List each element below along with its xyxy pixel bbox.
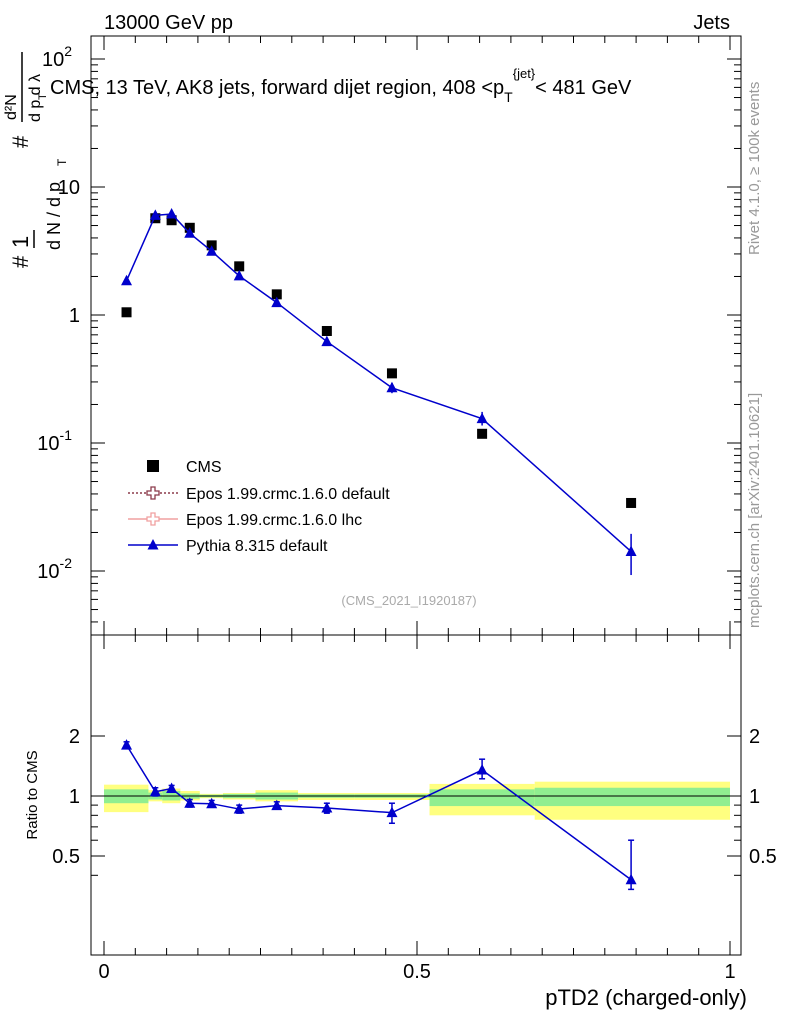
pythia-main-marker [166,208,178,219]
y-label-d2n: d²N [3,94,20,120]
pythia-main-marker [184,227,196,238]
pythia-ratio-marker [149,785,161,797]
main-y-tick-label: 1 [69,305,80,327]
legend-label: Epos 1.99.crmc.1.6.0 default [186,486,390,503]
pythia-main-marker [149,209,161,220]
cms-data-marker [234,261,245,272]
y-label-hash-1: # [8,255,33,268]
pythia-ratio-marker [476,764,488,775]
plot-title: CMS, 13 TeV, AK8 jets, forward dijet reg… [50,66,632,105]
ratio-y-tick-label-right: 0.5 [749,846,777,868]
y-label-dn: d N / d p [44,182,64,250]
y-label-hash-2: # [8,135,33,148]
pythia-main-marker [121,274,133,286]
pythia-ratio-marker [271,799,283,811]
pythia-ratio-marker [206,797,218,809]
y-label-t-sub-2: T [37,93,49,100]
cms-data-marker [626,497,637,508]
x-tick-label: 0.5 [403,961,431,983]
x-tick-label: 0 [98,961,109,983]
cms-data-marker [166,215,177,226]
header-energy-label: 13000 GeV pp [104,12,233,34]
ratio-plot-frame [90,634,742,956]
legend-epos-marker [146,512,160,526]
pythia-ratio-marker [184,797,196,808]
ratio-y-tick-label-right: 1 [749,786,760,808]
y-label-one: 1 [8,236,33,248]
pythia-ratio-marker [321,802,333,813]
ratio-y-tick-label-left: 0.5 [52,846,80,868]
cms-data-marker [386,368,397,379]
pythia-ratio-marker [121,739,133,750]
main-y-tick-label: 102 [42,43,72,71]
header-jets-label: Jets [693,12,730,34]
legend-epos-marker [146,486,160,500]
mcplots-reference-label: mcplots.cern.ch [arXiv:2401.10621] [746,393,763,628]
legend-pythia-marker [147,539,159,550]
main-y-tick-label: 10-2 [37,555,72,583]
y-label-dpt-dlambda: d p d λ [27,74,44,122]
x-tick-label: 1 [724,961,735,983]
ratio-y-tick-label-right: 2 [749,726,760,748]
pythia-main-marker [625,545,637,557]
rivet-version-label: Rivet 4.1.0, ≥ 100k events [746,82,763,255]
main-y-tick-label: 10-1 [37,427,72,455]
ratio-plot-panel: 0.5 0.5 1 1 2 2 0 0.5 1 Ratio to CMS pTD2 (charg… [24,634,777,1010]
ratio-inner-uncertainty-band [429,789,535,807]
legend: CMS Epos 1.99.crmc.1.6.0 default Epos 1.99… [128,459,390,555]
y-label-t-sub-1: T [55,158,69,166]
legend-label: Pythia 8.315 default [186,538,328,555]
pythia-ratio-marker [625,873,637,885]
ratio-y-axis-label: Ratio to CMS [24,750,41,839]
pythia-main-marker [271,296,283,308]
pythia-ratio-marker [386,806,398,818]
cms-data-marker [271,289,282,300]
legend-label: Epos 1.99.crmc.1.6.0 lhc [186,512,362,529]
analysis-watermark: (CMS_2021_I1920187) [341,593,476,608]
pythia-ratio-marker [233,803,245,814]
main-y-axis-label: # 1 d N / d p T # d²N d p d λ T [3,52,69,268]
x-axis-label: pTD2 (charged-only) [545,985,747,1010]
pythia-main-marker [321,335,333,347]
pythia-main-marker [233,269,245,281]
cms-data-marker [477,428,488,439]
legend-cms-marker [147,460,159,472]
ratio-inner-uncertainty-band [534,787,730,807]
cms-data-marker [321,325,332,336]
cms-data-marker [121,307,132,318]
ratio-y-tick-label-left: 2 [69,726,80,748]
main-y-tick-label: 10 [58,177,80,199]
pythia-main-marker [476,412,488,424]
pythia-ratio-marker [166,782,178,794]
legend-label: CMS [186,459,222,476]
main-plot-panel: 10-2 10-1 1 10 102 (CMS_2021_I1920187) CMS, … [3,35,742,636]
ratio-y-tick-label-left: 1 [69,786,80,808]
pythia-main-marker [206,245,218,256]
pythia-main-marker [386,381,398,393]
